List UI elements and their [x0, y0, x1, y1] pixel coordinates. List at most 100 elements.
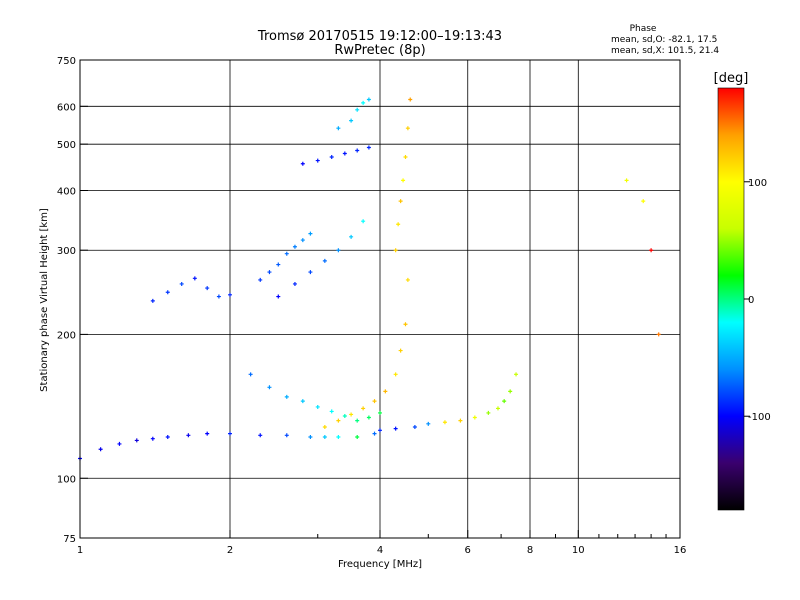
data-point	[366, 145, 371, 150]
data-point	[216, 294, 221, 299]
data-point	[472, 415, 477, 420]
data-point	[372, 399, 377, 404]
plot-grid	[80, 60, 680, 538]
data-point	[205, 286, 210, 291]
data-point	[258, 433, 263, 438]
data-point	[342, 151, 347, 156]
data-point	[405, 277, 410, 282]
data-point	[329, 409, 334, 414]
x-tick-label: 1	[77, 545, 83, 556]
data-point	[228, 431, 232, 436]
data-point	[355, 107, 360, 112]
data-point	[649, 248, 654, 253]
x-tick-label: 4	[377, 545, 383, 556]
data-point	[322, 425, 327, 430]
data-point	[349, 412, 354, 417]
data-point	[372, 431, 377, 436]
x-tick-label: 10	[572, 545, 585, 556]
plot-points	[78, 97, 661, 461]
data-point	[322, 258, 327, 263]
data-point	[248, 372, 253, 377]
y-axis-label: Stationary phase Virtual Height [km]	[39, 208, 50, 392]
data-point	[641, 199, 646, 204]
data-point	[336, 248, 341, 253]
data-point	[405, 126, 410, 131]
data-point	[308, 434, 313, 439]
data-point	[412, 425, 417, 430]
colorbar-tick-label: 0	[748, 295, 754, 306]
data-point	[401, 178, 406, 183]
data-point	[267, 385, 272, 390]
data-point	[336, 434, 341, 439]
data-point	[228, 292, 232, 297]
data-point	[366, 97, 371, 102]
data-point	[393, 426, 398, 431]
data-point	[349, 234, 354, 239]
y-tick-label: 100	[57, 474, 76, 485]
data-point	[398, 199, 403, 204]
data-point	[383, 389, 388, 394]
data-point	[292, 244, 297, 249]
data-point	[98, 447, 103, 452]
data-point	[442, 420, 447, 425]
colorbar-ticks: 100 0 -100	[744, 178, 771, 423]
data-point	[514, 372, 519, 377]
data-point	[165, 290, 170, 295]
colorbar: [deg] 100 0 -100	[714, 71, 771, 511]
data-point	[403, 322, 408, 327]
data-point	[378, 428, 382, 433]
data-point	[366, 415, 371, 420]
data-point	[322, 434, 327, 439]
data-point	[315, 404, 320, 409]
phase-info-line2: mean, sd,X: 101.5, 21.4	[611, 46, 719, 56]
x-tick-label: 8	[527, 545, 533, 556]
data-point	[336, 126, 341, 131]
y-tick-label: 200	[57, 330, 76, 341]
y-tick-label: 300	[57, 246, 76, 257]
data-point	[393, 248, 398, 253]
data-point	[276, 294, 281, 299]
data-point	[329, 155, 334, 160]
data-point	[408, 97, 413, 102]
data-point	[205, 431, 210, 436]
data-point	[336, 418, 341, 423]
colorbar-tick-label: -100	[748, 412, 771, 423]
data-point	[378, 410, 382, 415]
data-point	[308, 231, 313, 236]
data-point	[315, 158, 320, 163]
y-tick-label: 400	[57, 186, 76, 197]
data-point	[355, 148, 360, 153]
data-point	[165, 434, 170, 439]
colorbar-gradient	[717, 87, 745, 511]
data-point	[276, 262, 281, 267]
data-point	[355, 434, 360, 439]
x-tick-label: 16	[674, 545, 687, 556]
data-point	[393, 372, 398, 377]
data-point	[355, 418, 360, 423]
phase-info-line1: mean, sd,O: -82.1, 17.5	[611, 35, 717, 45]
data-point	[308, 270, 313, 275]
data-point	[396, 222, 401, 227]
data-point	[508, 389, 513, 394]
x-axis: 1 2 4 6 8 10 16	[77, 530, 687, 556]
x-tick-label: 2	[227, 545, 233, 556]
data-point	[284, 394, 289, 399]
data-point	[361, 219, 366, 224]
data-point	[292, 281, 297, 286]
x-tick-label: 6	[465, 545, 471, 556]
data-point	[398, 348, 403, 353]
data-point	[342, 413, 347, 418]
y-axis: 75 100 200 300 400 500 600 750	[57, 56, 88, 545]
data-point	[117, 441, 122, 446]
colorbar-tick-label: 100	[748, 178, 767, 189]
data-point	[458, 418, 463, 423]
data-point	[150, 436, 155, 441]
chart-title: Tromsø 20170515 19:12:00–19:13:43	[257, 29, 502, 44]
data-point	[300, 238, 305, 243]
data-point	[134, 438, 139, 443]
data-point	[502, 399, 507, 404]
data-point	[179, 281, 184, 286]
data-point	[361, 100, 366, 105]
colorbar-label: [deg]	[714, 71, 749, 86]
